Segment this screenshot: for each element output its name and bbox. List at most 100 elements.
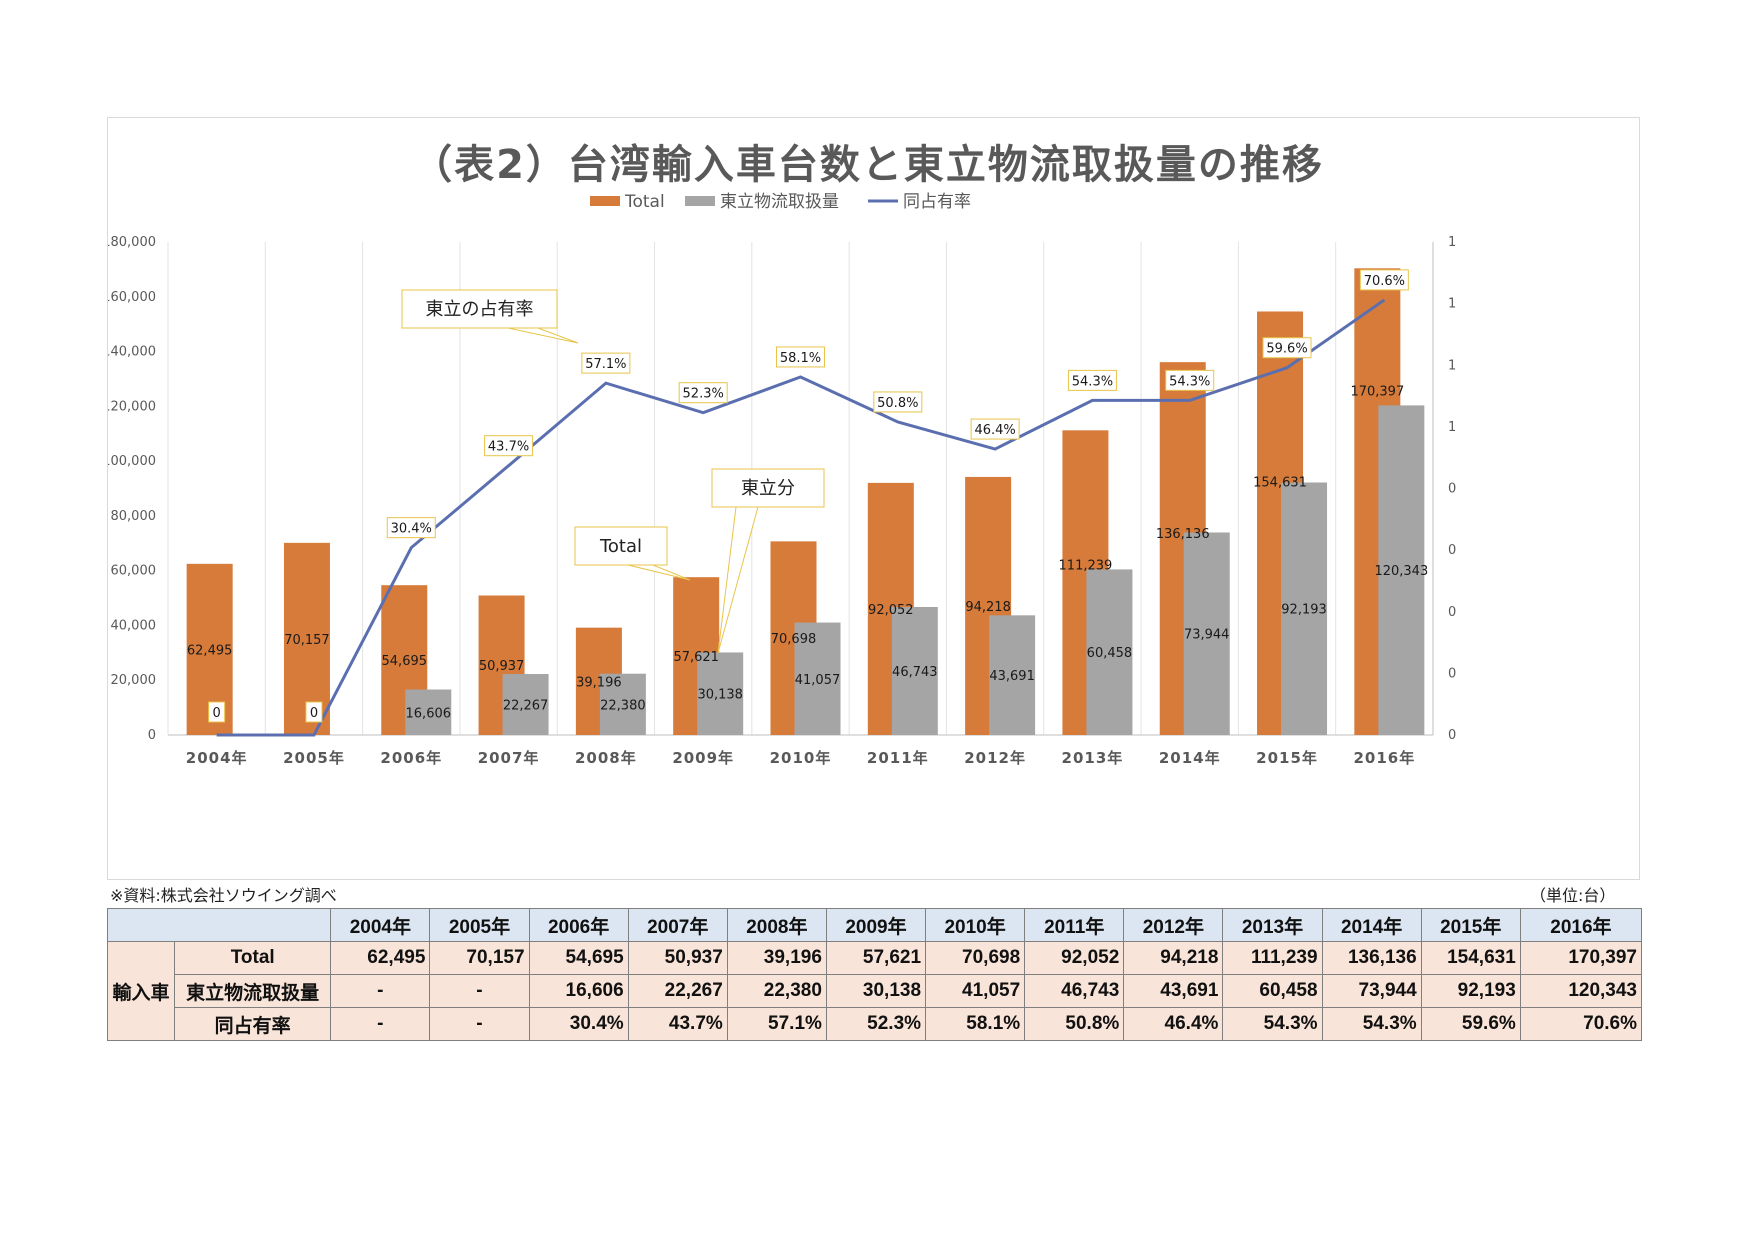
table-corner-cell — [106, 908, 332, 942]
table-cell: 16,606 — [528, 974, 629, 1008]
total-value-label: 111,239 — [1059, 558, 1113, 573]
table-row: 輸入車 Total 62,495 70,157 54,695 50,937 39,196 57… — [106, 941, 1643, 1041]
y-tick-label: 160,000 — [108, 290, 156, 305]
legend-label: 東立物流取扱量 — [720, 192, 839, 212]
year-header: 2008年 — [726, 908, 827, 942]
row-header: 同占有率 — [174, 1007, 332, 1041]
toritsu-value-label: 41,057 — [795, 673, 841, 688]
share-label-box — [678, 382, 728, 404]
chart-axes: 0 20,000 40,000 60,000 80,000 100,000 120,000 1… — [108, 235, 1456, 767]
year-header: 2009年 — [825, 908, 927, 942]
toritsu-value-label: 92,193 — [1281, 603, 1327, 618]
legend-label: Total — [624, 192, 665, 212]
toritsu-value-label: 60,458 — [1087, 646, 1133, 661]
total-value-label: 92,052 — [868, 603, 914, 618]
source-note: ※資料:株式会社ソウイング調べ — [110, 886, 337, 905]
table-cell: 52.3% — [825, 1007, 927, 1041]
toritsu-bar — [1183, 532, 1230, 735]
share-value-label: 57.1% — [585, 357, 626, 372]
x-tick-label: 2013年 — [1062, 749, 1124, 767]
table-row: 同占有率 - -30.4% 43.7% 57.1% 52.3% 58.1% 50.8% 46.4… — [108, 1007, 1643, 1041]
year-header: 2012年 — [1123, 908, 1224, 942]
table-cell: 73,944 — [1321, 974, 1422, 1008]
share-value-label: 54.3% — [1169, 374, 1210, 389]
year-header: 2011年 — [1024, 908, 1125, 942]
callout-pointer — [507, 327, 579, 344]
y-tick-label: 60,000 — [111, 564, 157, 579]
x-tick-label: 2012年 — [964, 749, 1026, 767]
share-label-box — [1067, 369, 1117, 391]
chart-svg: （表2）台湾輸入車台数と東立物流取扱量の推移 Total 東立物流取扱量 同占有率 … — [108, 142, 1456, 767]
share-label-box — [484, 435, 534, 457]
legend-swatch — [590, 196, 620, 206]
x-tick-label: 2016年 — [1353, 749, 1415, 767]
toritsu-value-label: 22,380 — [600, 698, 646, 713]
share-value-label: 46.4% — [974, 423, 1015, 438]
callout-text: Total — [599, 536, 642, 557]
y-tick-label: 140,000 — [108, 345, 156, 360]
share-label-box — [305, 701, 323, 723]
data-table: 2004年 2005年 2006年 2007年 2008年 2009年 2010年 2011年… — [106, 908, 1643, 1041]
y2-tick-label: 1 — [1448, 358, 1456, 373]
table-cell: 70,698 — [925, 941, 1026, 975]
table-cell: - — [330, 1007, 431, 1041]
toritsu-bar — [1281, 482, 1328, 735]
toritsu-value-label: 22,267 — [503, 699, 548, 714]
share-label-box — [1165, 369, 1215, 391]
total-value-label: 57,621 — [673, 650, 719, 665]
y-tick-label: 180,000 — [108, 235, 156, 250]
table-cell: 54.3% — [1222, 1007, 1323, 1041]
share-value-label: 30.4% — [391, 522, 432, 537]
y2-tick-label: 0 — [1448, 666, 1456, 681]
y2-tick-label: 0 — [1448, 543, 1456, 558]
share-label-box — [581, 352, 631, 374]
y2-tick-label: 0 — [1448, 728, 1456, 743]
share-value-label: 0 — [213, 706, 221, 721]
y2-tick-label: 1 — [1448, 297, 1456, 312]
table-cell: 50.8% — [1024, 1007, 1125, 1041]
row-header: Total — [174, 941, 332, 975]
x-tick-label: 2006年 — [380, 749, 442, 767]
y-tick-label: 40,000 — [111, 618, 157, 633]
total-value-label: 39,196 — [576, 675, 622, 690]
table-cell: 43.7% — [627, 1007, 728, 1041]
share-line — [216, 298, 1386, 737]
year-header: 2010年 — [925, 908, 1026, 942]
table-cell: - — [429, 1007, 530, 1041]
x-tick-label: 2008年 — [575, 749, 637, 767]
table-cell: 120,343 — [1519, 974, 1643, 1008]
year-header: 2007年 — [627, 908, 728, 942]
share-value-label: 50.8% — [877, 396, 918, 411]
share-label-box — [970, 418, 1020, 440]
legend-swatch — [685, 196, 715, 206]
toritsu-bar — [891, 606, 938, 735]
year-header: 2015年 — [1420, 908, 1521, 942]
share-value-label: 0 — [310, 706, 318, 721]
toritsu-value-label: 30,138 — [697, 688, 743, 703]
total-value-label: 70,698 — [771, 632, 817, 647]
share-value-label: 43.7% — [488, 440, 529, 455]
table-cell: 46,743 — [1024, 974, 1125, 1008]
table-cell: - — [429, 974, 530, 1008]
table-cell: 46.4% — [1123, 1007, 1224, 1041]
table-cell: 70,157 — [429, 941, 530, 975]
toritsu-value-label: 46,743 — [892, 665, 938, 680]
table-cell: 39,196 — [726, 941, 827, 975]
table-cell: 92,193 — [1420, 974, 1521, 1008]
x-tick-label: 2005年 — [283, 749, 345, 767]
year-header: 2016年 — [1519, 908, 1643, 942]
unit-note: （単位:台） — [1530, 886, 1616, 905]
table-cell: 43,691 — [1123, 974, 1224, 1008]
legend-label: 同占有率 — [903, 192, 971, 212]
toritsu-value-label: 73,944 — [1184, 628, 1230, 643]
y-tick-label: 120,000 — [108, 399, 156, 414]
table-cell: 94,218 — [1123, 941, 1224, 975]
callout-box — [401, 289, 558, 329]
total-value-label: 50,937 — [479, 659, 524, 674]
toritsu-value-label: 16,606 — [406, 706, 452, 721]
table-cell: 111,239 — [1222, 941, 1323, 975]
toritsu-bar — [794, 622, 841, 735]
callout-text: 東立分 — [741, 478, 795, 499]
table-cell: 154,631 — [1420, 941, 1521, 975]
